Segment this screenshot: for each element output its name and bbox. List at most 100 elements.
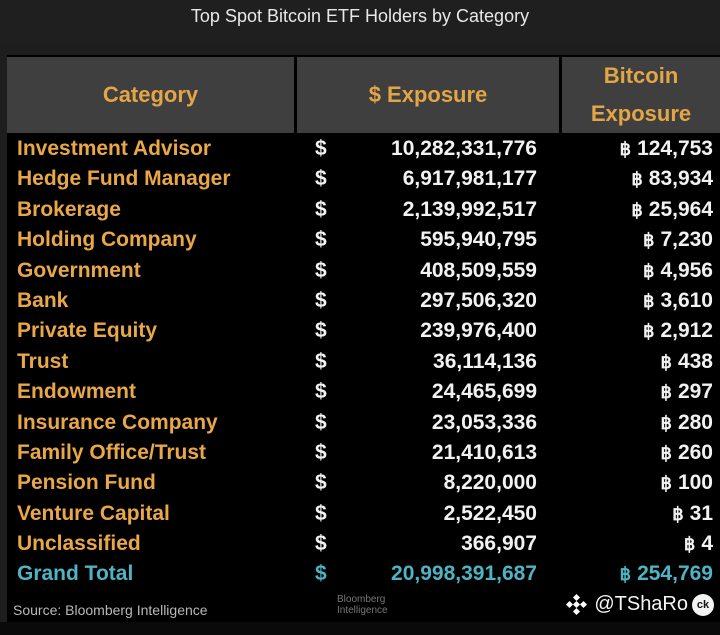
btc-value: 25,964 bbox=[648, 197, 713, 221]
table-row: Bank $297,506,320 ฿ 3,610 bbox=[7, 287, 720, 317]
category-cell: Endowment bbox=[17, 380, 136, 404]
category-cell: Hedge Fund Manager bbox=[17, 167, 231, 191]
category-cell: Private Equity bbox=[17, 319, 158, 343]
bitcoin-symbol-icon: ฿ bbox=[683, 534, 696, 555]
watermark-badge: ck bbox=[692, 593, 714, 616]
bitcoin-symbol-icon: ฿ bbox=[660, 351, 672, 372]
table-row: Unclassified $366,907 ฿ 4 bbox=[7, 530, 720, 560]
table-row: Venture Capital $2,522,450 ฿ 31 bbox=[7, 500, 720, 530]
chart-title: Top Spot Bitcoin ETF Holders by Category bbox=[0, 0, 720, 42]
binance-logo-icon bbox=[566, 593, 588, 616]
table-row: Family Office/Trust $21,410,613 ฿ 260 bbox=[7, 439, 720, 469]
bitcoin-symbol-icon: ฿ bbox=[660, 473, 672, 494]
bitcoin-symbol-icon: ฿ bbox=[619, 564, 632, 585]
table-row: Insurance Company $23,053,336 ฿ 280 bbox=[7, 409, 720, 439]
btc-value: 83,934 bbox=[648, 167, 713, 191]
dollar-sign: $ bbox=[315, 197, 327, 221]
table-row: Hedge Fund Manager $6,917,981,177 ฿ 83,934 bbox=[7, 165, 720, 195]
ghost-line1: Bloomberg bbox=[337, 594, 386, 605]
bitcoin-symbol-icon: ฿ bbox=[660, 382, 672, 403]
dollar-sign: $ bbox=[315, 228, 327, 252]
btc-exposure-cell: ฿ 280 bbox=[563, 411, 714, 435]
category-cell: Grand Total bbox=[17, 562, 134, 586]
btc-exposure-cell: ฿ 25,964 bbox=[563, 198, 713, 222]
usd-exposure-cell: 408,509,559 bbox=[420, 258, 537, 282]
btc-value: 3,610 bbox=[660, 288, 713, 312]
category-cell: Trust bbox=[17, 349, 69, 373]
dollar-sign: $ bbox=[315, 349, 327, 373]
category-cell: Bank bbox=[17, 288, 69, 312]
usd-exposure-cell: 10,282,331,776 bbox=[391, 137, 537, 160]
dollar-sign: $ bbox=[315, 440, 327, 464]
table-body: Investment Advisor $10,282,331,776 ฿ 124,75… bbox=[7, 135, 720, 591]
dollar-sign: $ bbox=[315, 258, 327, 282]
bitcoin-symbol-icon: ฿ bbox=[642, 321, 655, 342]
btc-exposure-cell: ฿ 100 bbox=[563, 471, 714, 495]
usd-exposure-cell: 2,139,992,517 bbox=[402, 197, 537, 221]
btc-value: 124,753 bbox=[637, 137, 713, 160]
table-row: Endowment $24,465,699 ฿ 297 bbox=[7, 378, 720, 408]
btc-value: 31 bbox=[689, 501, 713, 525]
usd-exposure-cell: 2,522,450 bbox=[443, 501, 537, 525]
category-cell: Holding Company bbox=[17, 228, 197, 252]
table-header: Category $ Exposure Bitcoin Exposure bbox=[7, 55, 720, 133]
table-row: Private Equity $239,976,400 ฿ 2,912 bbox=[7, 317, 720, 347]
bitcoin-symbol-icon: ฿ bbox=[631, 199, 643, 220]
usd-exposure-cell: 297,506,320 bbox=[420, 288, 537, 312]
dollar-sign: $ bbox=[315, 288, 327, 312]
dollar-sign: $ bbox=[315, 319, 327, 343]
bitcoin-symbol-icon: ฿ bbox=[642, 290, 655, 311]
usd-exposure-cell: 366,907 bbox=[461, 532, 537, 556]
usd-exposure-cell: 24,465,699 bbox=[431, 380, 537, 404]
bloomberg-ghost-logo: Bloomberg Intelligence bbox=[337, 594, 388, 616]
table-row: Investment Advisor $10,282,331,776 ฿ 124,75… bbox=[7, 135, 720, 165]
header-btc-exposure: Bitcoin Exposure bbox=[562, 57, 720, 133]
category-cell: Family Office/Trust bbox=[17, 440, 207, 464]
btc-value: 4 bbox=[701, 532, 713, 556]
bitcoin-symbol-icon: ฿ bbox=[642, 260, 655, 281]
bitcoin-symbol-icon: ฿ bbox=[642, 230, 655, 251]
usd-exposure-cell: 21,410,613 bbox=[431, 440, 537, 464]
usd-exposure-cell: 36,114,136 bbox=[433, 349, 537, 373]
table-row: Government $408,509,559 ฿ 4,956 bbox=[7, 257, 720, 287]
btc-exposure-cell: ฿ 3,610 bbox=[563, 289, 713, 313]
table-row: Trust $36,114,136 ฿ 438 bbox=[7, 348, 720, 378]
dollar-sign: $ bbox=[315, 137, 327, 160]
btc-value: 297 bbox=[677, 380, 713, 404]
dollar-sign: $ bbox=[315, 471, 327, 495]
btc-value: 254,769 bbox=[637, 562, 713, 586]
grand-total-row: Grand Total $20,998,391,687 ฿ 254,769 bbox=[7, 560, 720, 590]
usd-exposure-cell: 8,220,000 bbox=[443, 471, 537, 495]
btc-value: 4,956 bbox=[660, 258, 713, 282]
source-note: Source: Bloomberg Intelligence bbox=[13, 602, 208, 618]
bitcoin-symbol-icon: ฿ bbox=[631, 169, 643, 190]
dollar-sign: $ bbox=[315, 501, 327, 525]
btc-exposure-cell: ฿ 297 bbox=[563, 380, 714, 404]
bitcoin-symbol-icon: ฿ bbox=[672, 503, 684, 524]
header-btc-line1: Bitcoin bbox=[603, 63, 679, 88]
btc-exposure-cell: ฿ 4 bbox=[563, 532, 713, 556]
btc-exposure-cell: ฿ 254,769 bbox=[563, 562, 713, 586]
holders-table: Category $ Exposure Bitcoin Exposure Inv… bbox=[7, 55, 720, 622]
category-cell: Pension Fund bbox=[17, 471, 156, 495]
dollar-sign: $ bbox=[315, 380, 327, 404]
bitcoin-symbol-icon: ฿ bbox=[619, 139, 632, 159]
btc-exposure-cell: ฿ 260 bbox=[563, 441, 714, 465]
table-row: Holding Company $595,940,795 ฿ 7,230 bbox=[7, 226, 720, 256]
btc-exposure-cell: ฿ 7,230 bbox=[563, 228, 713, 252]
dollar-sign: $ bbox=[315, 532, 327, 556]
btc-exposure-cell: ฿ 438 bbox=[563, 350, 714, 374]
table-row: Brokerage $2,139,992,517 ฿ 25,964 bbox=[7, 196, 720, 226]
dollar-sign: $ bbox=[315, 410, 327, 434]
header-category: Category bbox=[7, 57, 294, 133]
bitcoin-symbol-icon: ฿ bbox=[660, 442, 672, 463]
btc-value: 2,912 bbox=[660, 319, 713, 343]
btc-exposure-cell: ฿ 4,956 bbox=[563, 259, 713, 283]
table-row: Pension Fund $8,220,000 ฿ 100 bbox=[7, 469, 720, 499]
usd-exposure-cell: 239,976,400 bbox=[420, 319, 537, 343]
watermark: @TShaRo ck bbox=[566, 593, 714, 616]
header-usd-exposure: $ Exposure bbox=[297, 57, 559, 133]
category-cell: Government bbox=[17, 258, 141, 282]
bitcoin-symbol-icon: ฿ bbox=[660, 412, 672, 433]
btc-exposure-cell: ฿ 124,753 bbox=[563, 137, 713, 161]
